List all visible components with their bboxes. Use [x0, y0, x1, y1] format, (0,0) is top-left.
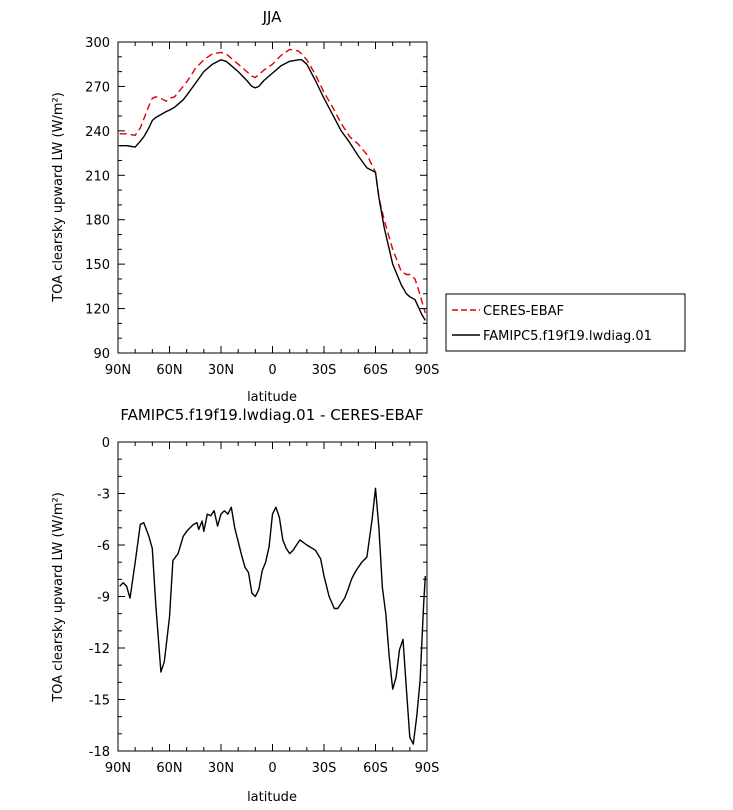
bottom-y-tick-label: -3: [97, 488, 110, 503]
top-y-tick-label: 240: [85, 125, 110, 140]
top-x-tick-label: 30S: [312, 363, 337, 378]
bottom-series-group: [119, 487, 426, 745]
top-y-tick-label: 210: [85, 169, 110, 184]
legend: CERES-EBAF FAMIPC5.f19f19.lwdiag.01: [445, 293, 686, 352]
bottom-y-tick-label: -15: [89, 694, 110, 709]
top-plot-frame: [117, 41, 428, 354]
top-x-axis-label: latitude: [247, 390, 297, 405]
bottom-y-tick-label: -18: [89, 745, 110, 760]
bottom-axes: 90N 60N 30N 0 30S 60S 90S 0 -3 -6 -9 -12 -15 -18: [89, 436, 440, 776]
bottom-panel: FAMIPC5.f19f19.lwdiag.01 - CERES-EBAF 90…: [51, 406, 439, 805]
top-x-tick-label: 90S: [415, 363, 440, 378]
bottom-x-tick-label: 30S: [312, 761, 337, 776]
bottom-y-axis-label: TOA clearsky upward LW (W/m²): [51, 492, 66, 703]
top-y-tick-label: 150: [85, 258, 110, 273]
top-y-tick-label: 270: [85, 80, 110, 95]
top-x-tick-label: 60S: [363, 363, 388, 378]
top-series-line-ceres-ebaf: [119, 48, 426, 314]
top-series-line-famipc5-f19f19-lwdiag-01: [119, 59, 426, 321]
top-x-tick-label: 90N: [105, 363, 131, 378]
top-y-axis-label: TOA clearsky upward LW (W/m²): [51, 92, 66, 303]
top-y-tick-label: 300: [85, 36, 110, 51]
bottom-x-tick-label: 0: [268, 761, 276, 776]
top-x-tick-label: 60N: [156, 363, 182, 378]
bottom-plot-frame: [117, 441, 428, 752]
top-x-tick-label: 30N: [208, 363, 234, 378]
top-axes: 90N 60N 30N 0 30S 60S 90S 90 120 150 180 210 240 270 3…: [85, 36, 439, 378]
top-y-tick-label: 180: [85, 214, 110, 229]
legend-label-model: FAMIPC5.f19f19.lwdiag.01: [483, 329, 652, 344]
top-chart-title: JJA: [262, 8, 283, 26]
legend-label-ceres: CERES-EBAF: [483, 304, 564, 319]
top-x-tick-label: 0: [268, 363, 276, 378]
bottom-x-axis-label: latitude: [247, 790, 297, 805]
bottom-chart-title: FAMIPC5.f19f19.lwdiag.01 - CERES-EBAF: [120, 406, 423, 424]
bottom-y-tick-label: -9: [97, 591, 110, 606]
bottom-x-tick-label: 30N: [208, 761, 234, 776]
bottom-x-tick-label: 90N: [105, 761, 131, 776]
top-series-group: [119, 48, 426, 321]
bottom-x-tick-label: 90S: [415, 761, 440, 776]
bottom-series-line-difference: [119, 487, 426, 745]
bottom-y-tick-label: 0: [102, 436, 110, 451]
top-y-tick-label: 120: [85, 303, 110, 318]
bottom-x-tick-label: 60S: [363, 761, 388, 776]
top-y-tick-label: 90: [93, 347, 110, 362]
bottom-y-tick-label: -12: [89, 642, 110, 657]
bottom-x-tick-label: 60N: [156, 761, 182, 776]
top-panel: JJA 90N 60N 30N 0 30S 60S 90S 90 120 150 180 210 240…: [51, 8, 686, 405]
legend-box: [445, 293, 686, 352]
bottom-y-tick-label: -6: [97, 539, 110, 554]
